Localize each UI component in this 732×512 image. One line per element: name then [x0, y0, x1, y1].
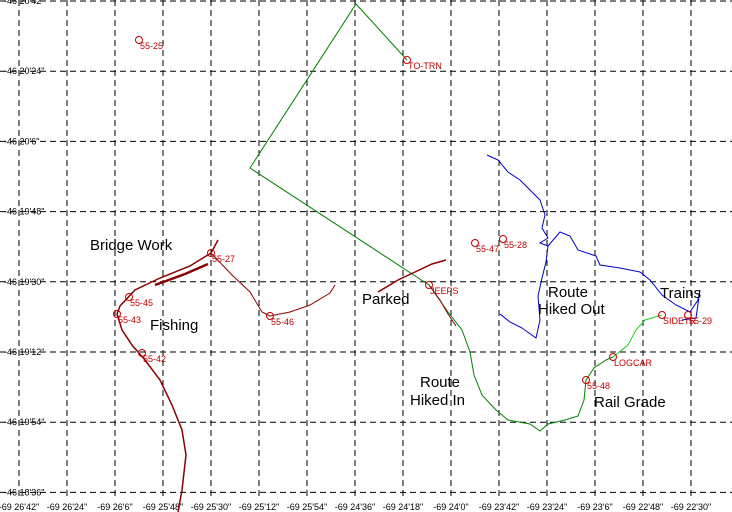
blue-track: [499, 245, 549, 339]
annotation: Hiked In: [410, 392, 465, 409]
red-track: [428, 284, 457, 327]
lat-label: -46 19'48": [4, 207, 44, 217]
green-track: [249, 3, 408, 169]
waypoint-marker: [658, 311, 666, 319]
waypoint-marker: [125, 293, 133, 301]
waypoint-label: 55-27: [212, 254, 235, 264]
waypoint-marker: [113, 310, 121, 318]
lon-label: -69 24'36": [335, 502, 375, 512]
waypoint-marker: [582, 376, 590, 384]
light-green-track: [612, 314, 663, 358]
lat-label: -46 20'24": [4, 66, 44, 76]
lat-label: -46 20'42": [4, 0, 44, 6]
annotation: Trains: [660, 285, 701, 302]
red-track: [116, 239, 219, 512]
blue-track: [486, 154, 701, 321]
annotation: Parked: [362, 291, 410, 308]
lon-label: -69 26'6": [97, 502, 132, 512]
lon-label: -69 24'0": [433, 502, 468, 512]
waypoint-label: SIDETR: [663, 316, 697, 326]
lat-label: -46 20'6": [4, 136, 39, 146]
waypoint-label: JEEPS: [430, 286, 459, 296]
annotation: Bridge Work: [90, 237, 173, 254]
waypoint-label: 55-29: [689, 316, 712, 326]
red-track: [210, 252, 336, 317]
waypoint-marker: [499, 235, 507, 243]
lat-label: -46 19'12": [4, 347, 44, 357]
lon-label: -69 22'30": [671, 502, 711, 512]
annotation: Fishing: [150, 317, 198, 334]
waypoint-marker: [684, 311, 692, 319]
waypoint-label: 55-45: [130, 298, 153, 308]
lat-label: -46 19'30": [4, 277, 44, 287]
red-track: [154, 262, 209, 287]
waypoint-label: 55-42: [143, 354, 166, 364]
lon-label: -69 26'24": [47, 502, 87, 512]
red-track: [377, 259, 447, 293]
lon-label: -69 22'48": [623, 502, 663, 512]
waypoint-label: LOGCAR: [614, 358, 653, 368]
lon-label: -69 25'30": [191, 502, 231, 512]
waypoint-marker: [471, 239, 479, 247]
lon-label: -69 25'54": [287, 502, 327, 512]
annotation: Route: [548, 284, 588, 301]
waypoint-marker: [207, 249, 215, 257]
waypoints: 55-25 TO-TRN 55-47 55-28 55-27 JEEPS 55-45 55-4…: [113, 36, 712, 391]
waypoint-marker: [138, 349, 146, 357]
lon-label: -69 25'12": [239, 502, 279, 512]
waypoint-label: 55-28: [504, 240, 527, 250]
waypoint-marker: [425, 281, 433, 289]
annotation: Hiked Out: [538, 301, 606, 318]
lon-label: -69 24'18": [383, 502, 423, 512]
lon-label: -69 23'42": [479, 502, 519, 512]
waypoint-label: TO-TRN: [408, 61, 442, 71]
lon-label: -69 26'42": [0, 502, 39, 512]
waypoint-marker: [403, 56, 411, 64]
waypoint-marker: [609, 353, 617, 361]
lat-label: -46 18'36": [4, 487, 44, 497]
waypoint-label: 55-25: [140, 41, 163, 51]
annotation: Rail Grade: [594, 394, 666, 411]
lon-label: -69 25'48": [143, 502, 183, 512]
waypoint-marker: [135, 36, 143, 44]
green-track: [249, 167, 614, 432]
annotation: Route: [420, 374, 460, 391]
waypoint-label: 55-47: [476, 244, 499, 254]
lon-label: -69 23'24": [527, 502, 567, 512]
waypoint-label: 55-46: [271, 317, 294, 327]
waypoint-marker: [266, 312, 274, 320]
lat-label: -46 19'54": [4, 417, 44, 427]
waypoint-label: 55-43: [118, 315, 141, 325]
tracks: [116, 3, 701, 512]
waypoint-label: 55-48: [587, 381, 610, 391]
lon-label: -69 23'6": [577, 502, 612, 512]
